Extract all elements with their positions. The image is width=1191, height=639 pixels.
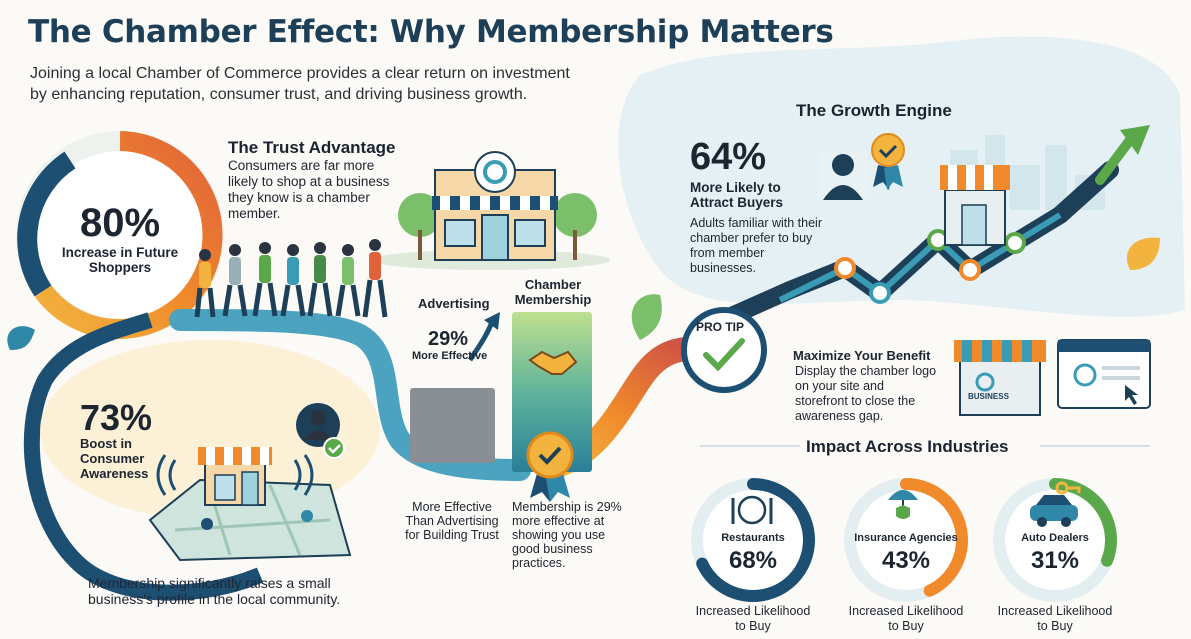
cursor-icon [1125, 385, 1138, 405]
store-sign: BUSINESS [968, 392, 1009, 401]
industry-ring-arc [691, 478, 815, 602]
trust-text: Consumers are far more likely to shop at… [228, 158, 390, 221]
website-browser-icon [1057, 339, 1151, 409]
comparison-diff-value: 29% [428, 328, 469, 350]
leaf-icon [1126, 237, 1160, 270]
growth-background-blob [618, 36, 1185, 317]
industry-name: Auto Dealers [1021, 532, 1089, 544]
advertising-label: Advertising [418, 296, 490, 311]
growth-heading: The Growth Engine [796, 101, 952, 120]
industry-ring-arc [844, 478, 968, 602]
customer-silhouette-icon [818, 150, 868, 200]
industry-rings [691, 478, 1117, 602]
pro-tip-heading: Maximize Your Benefit [793, 348, 931, 363]
industry-caption: Increased Likelihood to Buy [997, 604, 1113, 633]
map-storefront-illustration [148, 447, 352, 562]
comparison-left-caption: More Effective Than Advertising for Buil… [405, 500, 499, 542]
plate-cutlery-icon [731, 495, 773, 525]
awareness-stat-label: Boost in Consumer Awareness [80, 436, 149, 481]
membership-bar [512, 312, 592, 472]
trust-stat-value: 80% [79, 201, 161, 245]
leaf-icon [7, 326, 35, 350]
verified-badge-icon [871, 133, 905, 190]
pro-tip-badge [681, 307, 767, 393]
awareness-path [23, 312, 264, 601]
trust-heading: The Trust Advantage [228, 138, 396, 157]
comparison-right-caption: Membership is 29% more effective at show… [512, 500, 622, 570]
industry-value: 31% [1030, 547, 1080, 574]
award-badge-icon [526, 431, 574, 502]
industry-value: 68% [728, 547, 778, 574]
growth-store-icon [940, 165, 1010, 246]
walking-shoppers [194, 239, 388, 318]
page-subtitle: Joining a local Chamber of Commerce prov… [30, 65, 570, 103]
industry-caption: Increased Likelihood to Buy [848, 604, 964, 633]
industry-value: 43% [881, 547, 931, 574]
car-key-icon [1030, 481, 1081, 527]
trust-path [169, 309, 531, 481]
industries-heading: Impact Across Industries [806, 437, 1009, 456]
industry-caption: Increased Likelihood to Buy [695, 604, 811, 633]
industry-name: Insurance Agencies [854, 532, 958, 544]
umbrella-shield-icon [888, 490, 918, 519]
pro-tip-badge-label: PRO TIP [696, 320, 745, 334]
handshake-icon [528, 350, 578, 375]
increase-arrow-icon [467, 321, 495, 362]
logo-storefront-icon [954, 340, 1046, 416]
awareness-stat-value: 73% [80, 397, 153, 438]
growth-arrow-icon [1120, 125, 1150, 155]
leaf-icon [631, 294, 662, 340]
trust-stat-label: Increase in Future Shoppers [61, 245, 179, 275]
growth-stat-label: More Likely to Attract Buyers [690, 180, 784, 210]
comparison-diff-label: More Effective [412, 350, 488, 362]
industry-ring-arc [993, 478, 1117, 602]
verified-person-icon [296, 403, 345, 459]
growth-text: Adults familiar with their chamber prefe… [690, 216, 822, 275]
page-title: The Chamber Effect: Why Membership Matte… [28, 14, 834, 50]
membership-label: Chamber Membership [514, 277, 592, 307]
industry-name: Restaurants [721, 532, 785, 544]
growth-stat-value: 64% [690, 136, 767, 178]
pro-tip-text: Display the chamber logo on your site an… [795, 364, 937, 423]
advertising-bar [410, 388, 495, 463]
storefront-illustration [370, 151, 610, 270]
awareness-caption: Membership significantly raises a small … [88, 575, 341, 607]
